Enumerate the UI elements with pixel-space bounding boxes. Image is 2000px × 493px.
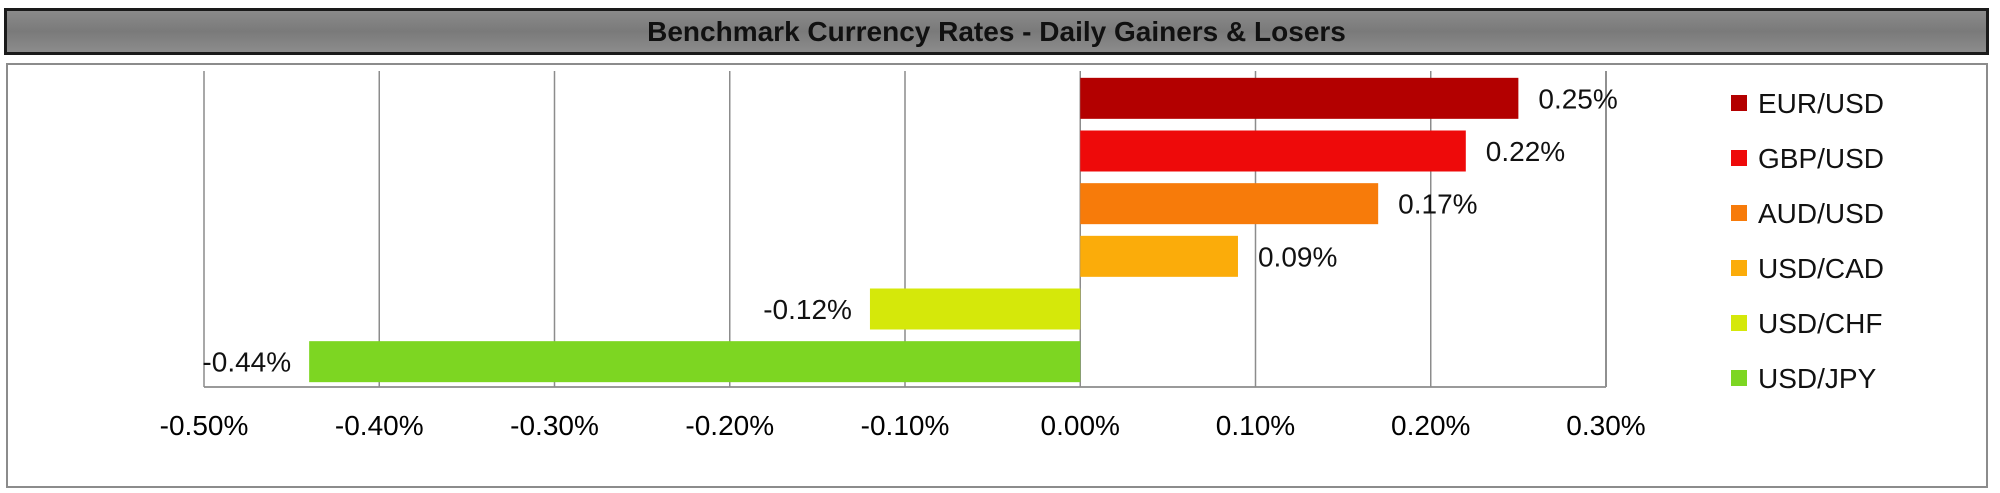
legend-item: USD/CHF [1731, 308, 1882, 339]
bar-usd-jpy [309, 341, 1081, 383]
chart-title-bar: Benchmark Currency Rates - Daily Gainers… [4, 8, 1989, 55]
legend-label: AUD/USD [1758, 198, 1884, 229]
x-tick-label: -0.10% [861, 410, 950, 441]
bar-aud-usd [1080, 183, 1379, 225]
bar-usd-cad [1080, 235, 1238, 277]
data-label: -0.44% [202, 347, 291, 378]
x-axis: -0.50% -0.40% -0.30% -0.20% -0.10% 0.00% 0.10%… [160, 410, 1646, 441]
chart-area: 0.25% 0.22% 0.17% 0.09% -0.12% -0.44% -0.50% -… [6, 63, 1988, 488]
x-tick-label: -0.40% [335, 410, 424, 441]
x-tick-label: 0.20% [1391, 410, 1470, 441]
legend-swatch [1731, 370, 1747, 386]
legend-swatch [1731, 205, 1747, 221]
legend-item: USD/CAD [1731, 253, 1884, 284]
bar-chart: 0.25%0.22%0.17%0.09%-0.12%-0.44% -0.50% -… [160, 71, 1884, 441]
data-labels: 0.25% 0.22% 0.17% 0.09% -0.12% -0.44% [202, 83, 1617, 377]
legend-item: USD/JPY [1731, 363, 1877, 394]
data-label: 0.17% [1398, 189, 1477, 220]
legend-swatch [1731, 150, 1747, 166]
bars [309, 77, 1519, 383]
legend-label: USD/CHF [1758, 308, 1882, 339]
legend-item: EUR/USD [1731, 88, 1884, 119]
legend: EUR/USD GBP/USD AUD/USD USD/CAD USD/CHF USD/J… [1731, 88, 1884, 394]
legend-label: EUR/USD [1758, 88, 1884, 119]
legend-label: USD/JPY [1758, 363, 1877, 394]
chart-title: Benchmark Currency Rates - Daily Gainers… [647, 15, 1346, 47]
legend-swatch [1731, 260, 1747, 276]
legend-swatch [1731, 95, 1747, 111]
legend-label: GBP/USD [1758, 143, 1884, 174]
x-tick-label: -0.20% [685, 410, 774, 441]
x-tick-label: 0.10% [1216, 410, 1295, 441]
legend-item: GBP/USD [1731, 143, 1884, 174]
bar-gbp-usd [1080, 130, 1466, 172]
data-label: 0.22% [1486, 136, 1565, 167]
data-label: 0.09% [1258, 241, 1337, 272]
x-tick-label: 0.30% [1566, 410, 1645, 441]
x-tick-label: -0.30% [510, 410, 599, 441]
gridlines [203, 71, 1607, 387]
legend-swatch [1731, 315, 1747, 331]
x-tick-label: 0.00% [1041, 410, 1120, 441]
x-tick-label: -0.50% [160, 410, 249, 441]
bar-usd-chf [869, 288, 1081, 330]
legend-item: AUD/USD [1731, 198, 1884, 229]
data-label: 0.25% [1538, 83, 1617, 114]
bar-eur-usd [1080, 77, 1519, 119]
data-label: -0.12% [763, 294, 852, 325]
legend-label: USD/CAD [1758, 253, 1884, 284]
